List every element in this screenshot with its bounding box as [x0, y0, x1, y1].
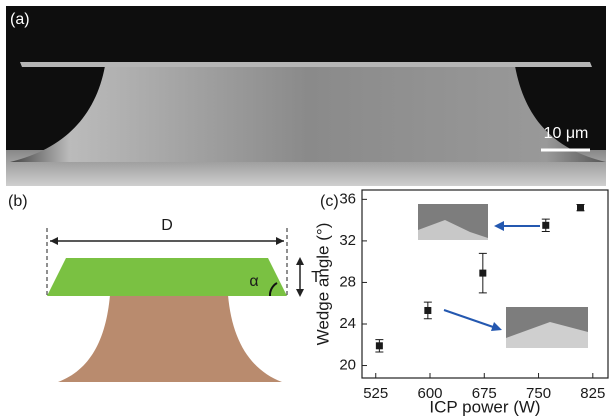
panel-label: (b) [8, 193, 28, 210]
marker [376, 342, 383, 349]
inset [418, 204, 588, 348]
marker [577, 204, 584, 211]
panel-label: (a) [10, 11, 30, 28]
marker [424, 307, 431, 314]
scale-bar-label: 10 μm [544, 125, 589, 142]
y-tick-label: 32 [339, 232, 356, 249]
marker [479, 270, 486, 277]
angle-label: α [249, 273, 258, 290]
y-tick-label: 20 [339, 357, 356, 374]
panel-label: (c) [320, 193, 339, 210]
y-tick-label: 28 [339, 273, 356, 290]
y-tick-label: 36 [339, 190, 356, 207]
figure: (a) 10 μm (b) D T α (c)52560067575082520… [0, 0, 610, 420]
schematic [47, 228, 304, 382]
diameter-label: D [161, 217, 173, 234]
sem-image [6, 6, 606, 186]
y-tick-label: 24 [339, 315, 356, 332]
marker [542, 222, 549, 229]
x-tick-label: 525 [363, 385, 388, 402]
x-axis-label: ICP power (W) [429, 397, 540, 416]
y-axis-label: Wedge angle (°) [313, 223, 332, 346]
x-tick-label: 825 [580, 385, 605, 402]
